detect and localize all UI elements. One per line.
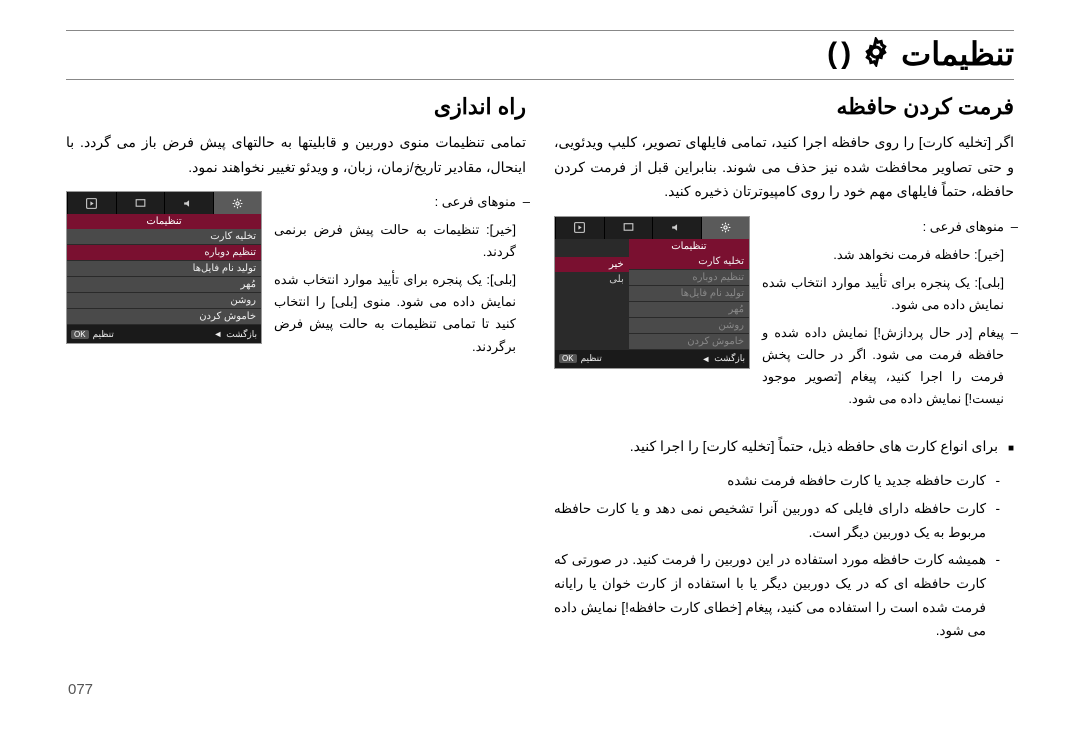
menu-item[interactable]: تنظیم دوباره [67, 245, 261, 261]
format-dash-list: کارت حافظه جدید یا کارت حافظه فرمت نشده … [554, 469, 1014, 642]
menu-item[interactable]: مُهر [629, 302, 749, 318]
menu-item[interactable]: مُهر [67, 277, 261, 293]
footer-back: بازگشت [226, 329, 257, 340]
ok-key: OK [559, 354, 577, 363]
format-sub4: پیغام [در حال پردازش!] نمایش داده شده و … [762, 322, 1014, 410]
menu-item[interactable]: تولید نام فایل‌ها [629, 286, 749, 302]
title-bar: تنظیمات ( ) [66, 35, 1014, 80]
format-sub3: [بلی]: یک پنجره برای تأیید موارد انتخاب … [762, 272, 1014, 316]
menu-item[interactable]: تولید نام فایل‌ها [67, 261, 261, 277]
format-sub2: [خیر]: حافظه فرمت نخواهد شد. [762, 244, 1014, 266]
dash-item: همیشه کارت حافظه مورد استفاده در این دور… [554, 548, 986, 643]
gear-icon [861, 37, 891, 72]
format-intro: اگر [تخلیه کارت] را روی حافظه اجرا کنید،… [554, 130, 1014, 204]
dash-item: کارت حافظه دارای فایلی که دوربین آنرا تش… [554, 497, 986, 544]
display-icon [622, 221, 635, 234]
footer-set: تنظیم [581, 353, 602, 364]
column-reset: راه اندازی تمامی تنظیمات منوی دوربین و ق… [66, 94, 526, 647]
reset-heading: راه اندازی [66, 94, 526, 120]
footer-back: بازگشت [714, 353, 745, 364]
ok-key: OK [71, 330, 89, 339]
play-icon [85, 197, 98, 210]
column-format-memory: فرمت کردن حافظه اگر [تخلیه کارت] را روی … [554, 94, 1014, 647]
top-rule [66, 30, 1014, 31]
page-number: 077 [68, 681, 93, 698]
menu-item[interactable]: تخلیه کارت [629, 254, 749, 270]
menu-reset-header: تنظیمات [67, 214, 261, 229]
menu-opt-yes[interactable]: بلی [555, 272, 629, 287]
format-sub1: منوهای فرعی : [762, 216, 1014, 238]
reset-sub1: منوهای فرعی : [274, 191, 526, 213]
reset-sub3: [بلی]: یک پنجره برای تأیید موارد انتخاب … [274, 269, 526, 357]
footer-set: تنظیم [93, 329, 114, 340]
paren-open: ( [841, 37, 851, 71]
menu-format-header: تنظیمات [629, 239, 749, 254]
paren-close: ) [827, 37, 837, 71]
format-sublist: منوهای فرعی : [خیر]: حافظه فرمت نخواهد ش… [762, 216, 1014, 417]
menu-opt-no[interactable]: خیر [555, 257, 629, 272]
play-icon [573, 221, 586, 234]
format-note: برای انواع کارت های حافظه ذیل، حتماً [تخ… [554, 434, 1014, 459]
reset-sublist: منوهای فرعی : [خیر]: تنظیمات به حالت پیش… [274, 191, 526, 364]
gear-icon [231, 197, 244, 210]
menu-item[interactable]: خاموش کردن [629, 334, 749, 350]
menu-screenshot-format: تنظیمات تخلیه کارت تنظیم دوباره تولید نا… [554, 216, 750, 369]
menu-item[interactable]: روشن [629, 318, 749, 334]
format-heading: فرمت کردن حافظه [554, 94, 1014, 120]
menu-item[interactable]: تخلیه کارت [67, 229, 261, 245]
reset-intro: تمامی تنظیمات منوی دوربین و قابلیتها به … [66, 130, 526, 179]
menu-item[interactable]: تنظیم دوباره [629, 270, 749, 286]
display-icon [134, 197, 147, 210]
sound-icon [670, 221, 683, 234]
page-title: تنظیمات [901, 35, 1014, 73]
gear-icon [719, 221, 732, 234]
menu-item[interactable]: خاموش کردن [67, 309, 261, 325]
menu-item[interactable]: روشن [67, 293, 261, 309]
dash-item: کارت حافظه جدید یا کارت حافظه فرمت نشده [554, 469, 986, 493]
reset-sub2: [خیر]: تنظیمات به حالت پیش فرض برنمی گرد… [274, 219, 526, 263]
sound-icon [182, 197, 195, 210]
menu-screenshot-reset: تنظیمات تخلیه کارت تنظیم دوباره تولید نا… [66, 191, 262, 344]
